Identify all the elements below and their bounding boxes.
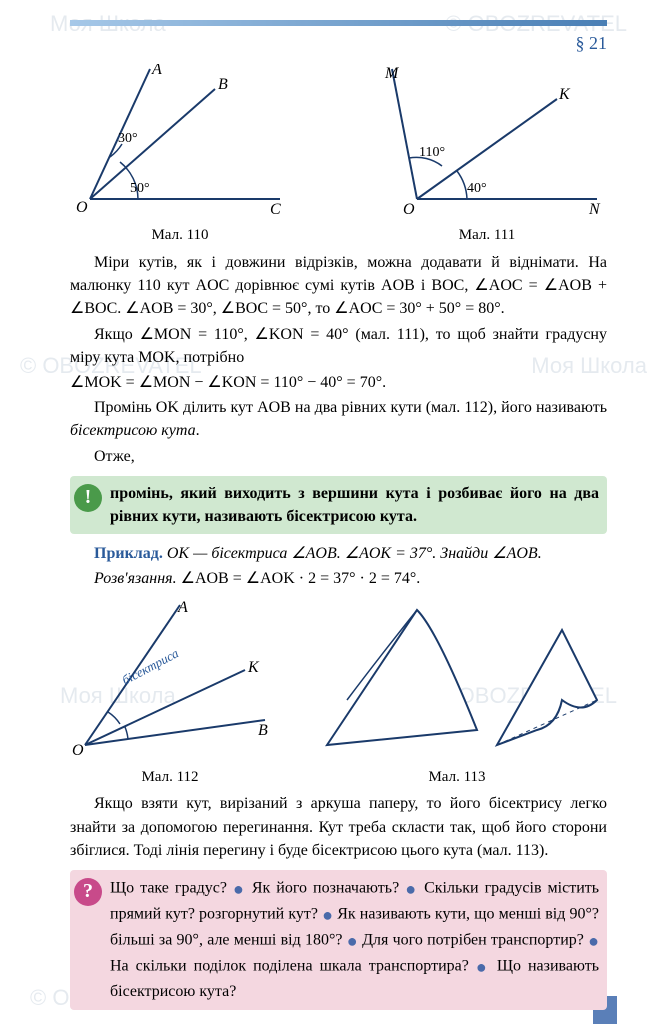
questions-callout: ? Що таке градус? ● Як його позначають? … [70,870,607,1010]
fig111-caption: Мал. 111 [367,225,607,247]
section-number: § 21 [70,30,607,56]
definition-callout: ! промінь, який виходить з вершини кута … [70,476,607,534]
paragraph-1: Міри кутів, як і довжини відрізків, можн… [70,251,607,321]
fig112-caption: Мал. 112 [70,767,270,789]
svg-text:бісектриса: бісектриса [119,646,181,688]
svg-text:110°: 110° [419,145,445,160]
svg-text:C: C [270,201,281,214]
paragraph-4: Отже, [70,445,607,468]
svg-text:O: O [403,201,415,214]
svg-text:O: O [72,742,84,755]
svg-text:A: A [151,64,162,78]
svg-text:N: N [588,201,601,214]
svg-text:M: M [384,65,400,82]
paragraph-5: Якщо взяти кут, вирізаний з аркуша папер… [70,792,607,862]
questions-text: Що таке градус? ● Як його позначають? ● … [110,876,599,1004]
figure-111: M K N O 110° 40° Мал. 111 [367,64,607,247]
header-rule [70,20,607,26]
paragraph-2b: ∠MOK = ∠MON − ∠KON = 110° − 40° = 70°. [70,371,607,394]
example: Приклад. OK — бісектриса ∠AOB. ∠AOK = 37… [70,542,607,565]
svg-text:40°: 40° [467,181,487,196]
svg-text:50°: 50° [130,181,150,196]
fig113-caption: Мал. 113 [307,767,607,789]
fig110-caption: Мал. 110 [70,225,290,247]
svg-text:A: A [177,600,188,616]
figure-113: Мал. 113 [307,600,607,788]
svg-text:B: B [218,76,228,93]
definition-text: промінь, який виходить з вершини кута і … [110,482,599,528]
svg-text:K: K [558,86,571,103]
figure-112: A K B O бісектриса Мал. 112 [70,600,270,788]
svg-text:B: B [258,722,268,739]
question-icon: ? [74,878,102,906]
paragraph-2a: Якщо ∠MON = 110°, ∠KON = 40° (мал. 111),… [70,323,607,369]
figure-110: A B C O 30° 50° Мал. 110 [70,64,290,247]
svg-text:K: K [247,659,260,676]
exclaim-icon: ! [74,484,102,512]
svg-text:30°: 30° [118,131,138,146]
solution: Розв'язання. ∠AOB = ∠AOK · 2 = 37° · 2 =… [70,567,607,590]
paragraph-3: Промінь OK ділить кут AOB на два рівних … [70,396,607,442]
svg-text:O: O [76,199,88,214]
